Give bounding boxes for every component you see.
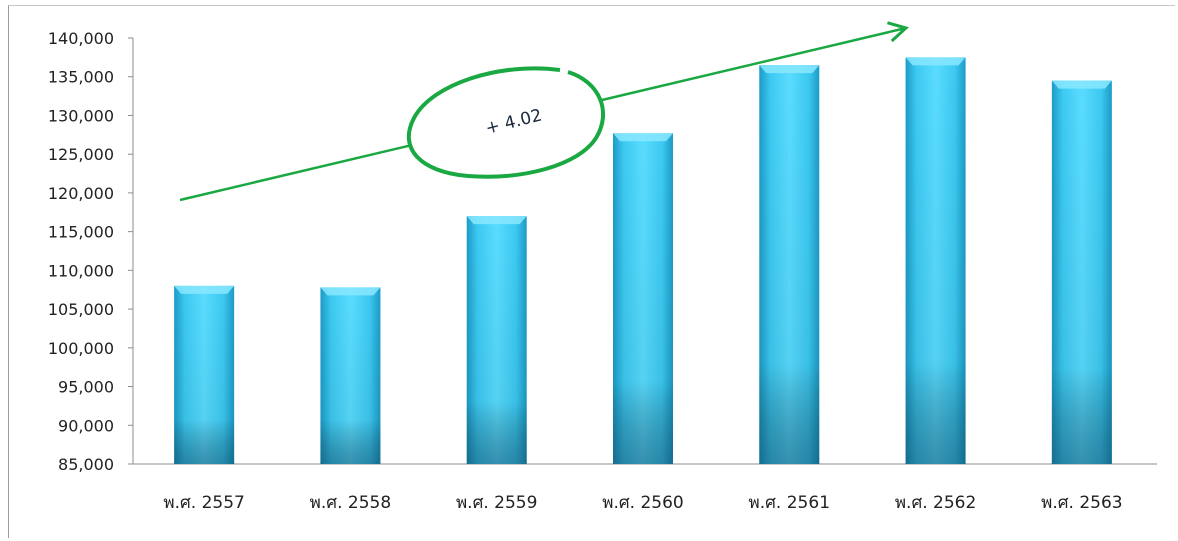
- bars: [174, 57, 1112, 464]
- y-tick-label: 100,000: [48, 339, 114, 358]
- bar: [1051, 80, 1112, 464]
- x-tick-label: พ.ศ. 2563: [1041, 493, 1122, 513]
- bar-bevel: [613, 133, 673, 142]
- annotation-ellipse: [406, 66, 606, 179]
- y-tick-label: 110,000: [48, 261, 114, 280]
- bar-bevel: [759, 65, 820, 74]
- growth-annotation: + 4.02: [179, 21, 910, 202]
- y-tick-label: 85,000: [58, 455, 114, 474]
- y-tick-label: 105,000: [48, 300, 114, 319]
- y-tick-label: 95,000: [58, 378, 114, 397]
- bar-bevel: [1051, 80, 1112, 89]
- x-tick-label: พ.ศ. 2558: [310, 493, 391, 513]
- bar-shade: [320, 287, 381, 464]
- x-tick-label: พ.ศ. 2559: [456, 493, 537, 513]
- y-tick-label: 125,000: [48, 145, 114, 164]
- bar-bevel: [905, 57, 966, 66]
- y-axis: 85,000 90,000 95,000 100,000 105,000 110,000 1…: [48, 29, 134, 474]
- bar-shade: [174, 285, 235, 464]
- x-tick-label: พ.ศ. 2562: [895, 493, 976, 513]
- x-axis: พ.ศ. 2557 พ.ศ. 2558 พ.ศ. 2559 พ.ศ. 2560 พ.ศ.…: [133, 463, 1157, 513]
- bar-bevel: [320, 287, 381, 296]
- bar: [466, 216, 527, 464]
- bar-shade: [905, 57, 966, 464]
- bar-shade: [613, 133, 673, 464]
- x-tick-label: พ.ศ. 2561: [749, 493, 830, 513]
- x-tick-label: พ.ศ. 2560: [602, 493, 683, 513]
- bar: [905, 57, 966, 464]
- y-tick-label: 120,000: [48, 184, 114, 203]
- bar: [174, 285, 235, 464]
- y-tick-label: 130,000: [48, 106, 114, 125]
- bar-shade: [759, 65, 820, 464]
- y-tick-label: 115,000: [48, 223, 114, 242]
- x-tick-label: พ.ศ. 2557: [163, 493, 244, 513]
- bar: [320, 287, 381, 464]
- bar: [613, 133, 673, 464]
- y-tick-label: 140,000: [48, 29, 114, 48]
- chart-frame: [8, 5, 1175, 538]
- bar-bevel: [174, 285, 235, 294]
- y-tick-label: 90,000: [58, 416, 114, 435]
- bar-bevel: [466, 216, 527, 225]
- bar-shade: [466, 216, 527, 464]
- y-tick-label: 135,000: [48, 68, 114, 87]
- bar: [759, 65, 820, 464]
- bar-shade: [1051, 80, 1112, 464]
